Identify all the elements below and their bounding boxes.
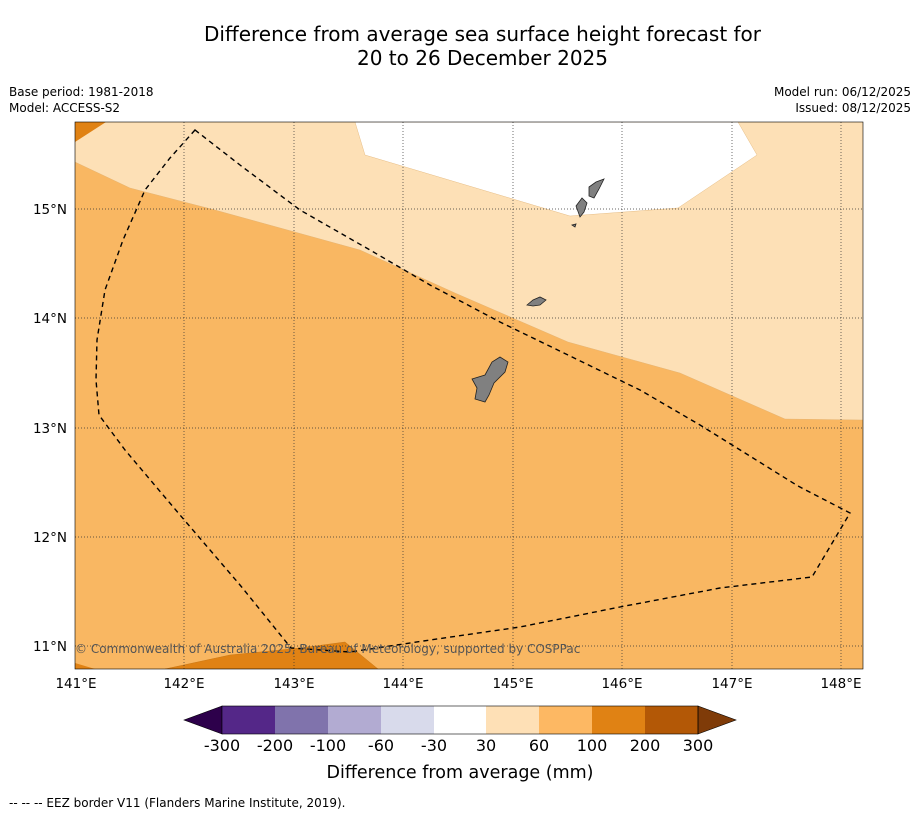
colorbar-segment bbox=[381, 706, 434, 734]
colorbar-label: -30 bbox=[421, 736, 447, 755]
lat-tick: 14°N bbox=[33, 311, 67, 327]
colorbar-label: -200 bbox=[257, 736, 293, 755]
colorbar-segment bbox=[539, 706, 592, 734]
meta-right: Model run: 06/12/2025 Issued: 08/12/2025 bbox=[774, 84, 911, 116]
lat-tick: 11°N bbox=[33, 639, 67, 655]
colorbar-segment bbox=[486, 706, 539, 734]
anomaly-band-100-200-corner bbox=[75, 663, 95, 669]
colorbar-label: 100 bbox=[577, 736, 608, 755]
map-frame bbox=[74, 121, 864, 670]
issued-date: Issued: 08/12/2025 bbox=[795, 101, 911, 115]
colorbar-segment bbox=[434, 706, 486, 734]
colorbar-label: -100 bbox=[310, 736, 346, 755]
land-islands bbox=[471, 178, 605, 403]
lon-tick: 144°E bbox=[382, 676, 423, 692]
colorbar-segment bbox=[645, 706, 698, 734]
anomaly-band-100-200-south bbox=[164, 641, 379, 669]
colorbar-title: Difference from average (mm) bbox=[326, 763, 593, 783]
base-period: Base period: 1981-2018 bbox=[9, 85, 154, 99]
title-line-2: 20 to 26 December 2025 bbox=[356, 46, 608, 70]
eez-border bbox=[95, 129, 851, 653]
colorbar-segment bbox=[328, 706, 381, 734]
colorbar-label: 60 bbox=[529, 736, 549, 755]
island-tinian bbox=[575, 197, 588, 218]
anomaly-band-neutral bbox=[354, 122, 758, 217]
colorbar-label: -300 bbox=[204, 736, 240, 755]
colorbar-label: 30 bbox=[476, 736, 496, 755]
colorbar-label: 200 bbox=[630, 736, 661, 755]
colorbar-frame bbox=[221, 705, 699, 735]
lon-tick: 143°E bbox=[273, 676, 314, 692]
colorbar-label: -60 bbox=[368, 736, 394, 755]
colorbar-over-arrow bbox=[697, 705, 737, 735]
lon-tick: 147°E bbox=[711, 676, 752, 692]
map-figure: © Commonwealth of Australia 2025, Bureau… bbox=[33, 121, 864, 783]
colorbar-labels: -300 -200 -100 -60 -30 30 60 100 200 300 bbox=[204, 736, 713, 755]
lon-tick: 146°E bbox=[601, 676, 642, 692]
title-line-1: Difference from average sea surface heig… bbox=[203, 22, 762, 46]
model-run: Model run: 06/12/2025 bbox=[773, 85, 911, 99]
colorbar-label: 300 bbox=[683, 736, 714, 755]
lon-tick: 145°E bbox=[492, 676, 533, 692]
anomaly-band-100-200-north bbox=[75, 122, 106, 142]
meta-left: Base period: 1981-2018 Model: ACCESS-S2 bbox=[9, 84, 154, 116]
colorbar-under-arrow bbox=[183, 705, 223, 735]
lon-tick: 141°E bbox=[55, 676, 96, 692]
lon-tick: 142°E bbox=[163, 676, 204, 692]
eez-footnote: -- -- -- EEZ border V11 (Flanders Marine… bbox=[9, 796, 346, 810]
lat-tick: 13°N bbox=[33, 421, 67, 437]
island-aguijan bbox=[571, 223, 577, 228]
lon-tick: 148°E bbox=[820, 676, 861, 692]
island-rota bbox=[526, 296, 547, 307]
lat-ticks: 15°N 14°N 13°N 12°N 11°N bbox=[33, 202, 67, 655]
map-area: © Commonwealth of Australia 2025, Bureau… bbox=[75, 122, 863, 669]
colorbar: -300 -200 -100 -60 -30 30 60 100 200 300… bbox=[183, 705, 737, 783]
lat-tick: 15°N bbox=[33, 202, 67, 218]
gridlines bbox=[75, 122, 863, 669]
copyright-text: © Commonwealth of Australia 2025, Bureau… bbox=[75, 642, 580, 656]
colorbar-segment bbox=[592, 706, 645, 734]
lat-tick: 12°N bbox=[33, 530, 67, 546]
colorbar-segment bbox=[222, 706, 275, 734]
chart-title: Difference from average sea surface heig… bbox=[120, 22, 845, 70]
lon-ticks: 141°E 142°E 143°E 144°E 145°E 146°E 147°… bbox=[55, 676, 861, 692]
island-saipan bbox=[588, 178, 605, 199]
model-name: Model: ACCESS-S2 bbox=[9, 101, 121, 115]
colorbar-segment bbox=[275, 706, 328, 734]
island-guam bbox=[471, 356, 509, 403]
